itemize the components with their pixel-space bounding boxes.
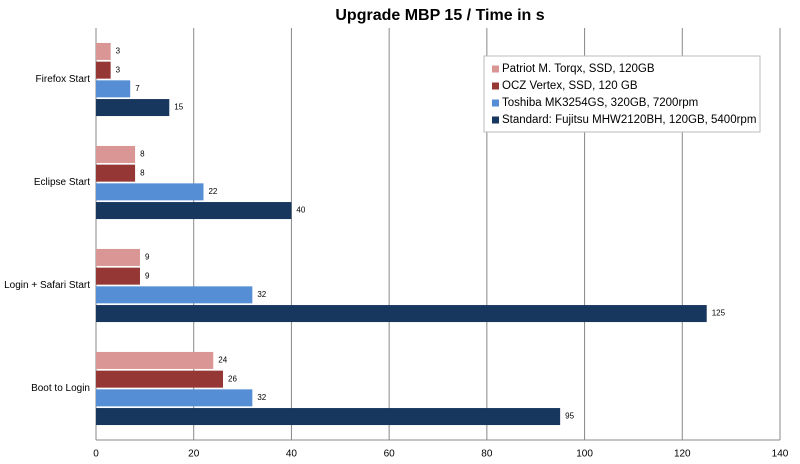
x-tick-label: 120 <box>674 449 691 460</box>
value-label: 24 <box>218 356 227 365</box>
legend-swatch <box>492 65 499 73</box>
value-label: 9 <box>145 253 150 262</box>
bar <box>96 248 140 266</box>
y-tick-label: Boot to Login <box>31 383 90 394</box>
legend-label: Toshiba MK3254GS, 320GB, 7200rpm <box>502 97 698 109</box>
value-label: 40 <box>296 206 305 215</box>
bar <box>96 267 140 285</box>
legend-swatch <box>492 99 499 107</box>
value-label: 3 <box>116 65 121 74</box>
x-tick-label: 100 <box>576 449 593 460</box>
chart-title: Upgrade MBP 15 / Time in s <box>335 7 544 24</box>
value-label: 15 <box>174 103 183 112</box>
value-label: 22 <box>208 187 217 196</box>
bar <box>96 42 111 60</box>
bar <box>96 145 136 163</box>
value-label: 125 <box>712 309 726 318</box>
legend-label: Standard: Fujitsu MHW2120BH, 120GB, 5400… <box>502 114 756 126</box>
bar <box>96 183 204 201</box>
y-tick-label: Firefox Start <box>36 74 91 85</box>
bar <box>96 202 292 220</box>
legend-label: Patriot M. Torqx, SSD, 120GB <box>502 63 655 75</box>
value-label: 8 <box>140 150 145 159</box>
x-tick-label: 80 <box>481 449 493 460</box>
value-label: 32 <box>257 393 266 402</box>
bar <box>96 80 131 98</box>
x-tick-label: 60 <box>384 449 396 460</box>
value-label: 8 <box>140 168 145 177</box>
bar <box>96 286 253 304</box>
value-label: 95 <box>565 412 574 421</box>
bar <box>96 305 707 323</box>
x-tick-label: 40 <box>286 449 298 460</box>
value-label: 9 <box>145 271 150 280</box>
bar <box>96 351 214 369</box>
y-tick-label: Login + Safari Start <box>4 280 90 291</box>
value-label: 3 <box>116 47 121 56</box>
y-tick-label: Eclipse Start <box>34 177 90 188</box>
bar <box>96 61 111 79</box>
bar <box>96 389 253 407</box>
value-label: 32 <box>257 290 266 299</box>
bar <box>96 164 136 182</box>
legend-label: OCZ Vertex, SSD, 120 GB <box>502 80 638 92</box>
legend-box <box>483 55 761 133</box>
x-tick-label: 0 <box>93 449 99 460</box>
x-tick-label: 20 <box>188 449 200 460</box>
bar <box>96 370 224 388</box>
legend-swatch <box>492 82 499 90</box>
value-label: 7 <box>135 84 140 93</box>
bar <box>96 99 170 117</box>
legend-swatch <box>492 116 499 124</box>
x-tick-label: 140 <box>772 449 789 460</box>
value-label: 26 <box>228 374 237 383</box>
bar <box>96 408 561 426</box>
